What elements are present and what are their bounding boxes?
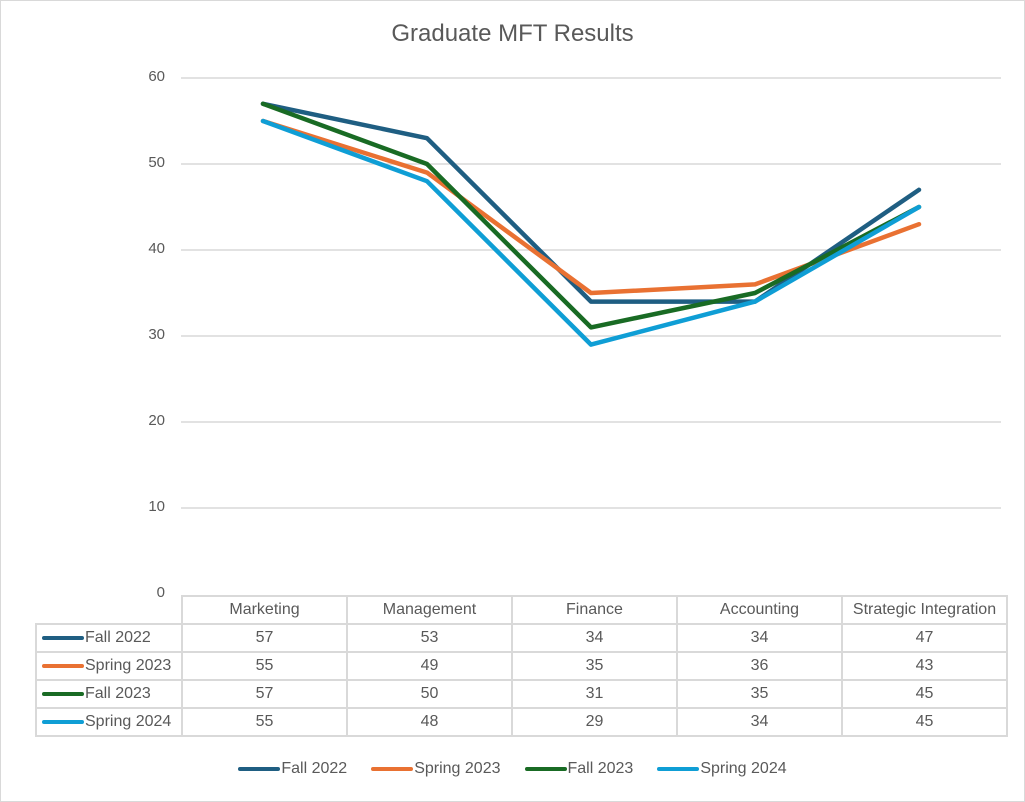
data-table: Marketing Management Finance Accounting Stra… — [35, 595, 1008, 737]
table-cell: 34 — [676, 707, 843, 737]
legend-line-icon — [524, 767, 567, 771]
table-row-header: Fall 2022 — [35, 623, 183, 653]
legend-key-icon — [42, 635, 84, 640]
table-cell: 45 — [841, 707, 1008, 737]
table-cell: 53 — [346, 623, 513, 653]
chart-title: Graduate MFT Results — [391, 20, 634, 47]
table-row: Fall 2022 57 53 34 34 47 — [35, 623, 1008, 653]
table-column-header: Marketing — [181, 595, 348, 625]
table-cell: 36 — [676, 651, 843, 681]
table-row: Spring 2024 55 48 29 34 45 — [35, 707, 1008, 737]
table-cell: 34 — [676, 623, 843, 653]
table-cell: 29 — [511, 707, 678, 737]
table-cell: 48 — [346, 707, 513, 737]
legend-label: Fall 2022 — [281, 760, 348, 777]
legend-label: Spring 2024 — [700, 760, 787, 777]
series-name: Spring 2023 — [85, 657, 172, 674]
legend-label: Spring 2023 — [414, 760, 501, 777]
legend-item: Fall 2022 — [238, 760, 347, 778]
legend-line-icon — [238, 767, 281, 771]
table-row-header: Fall 2023 — [35, 679, 183, 709]
y-tick-label: 30 — [148, 326, 165, 343]
series-line — [260, 118, 922, 347]
legend-key-icon — [42, 663, 84, 668]
y-tick-label: 10 — [148, 498, 165, 515]
legend-key-icon — [42, 691, 84, 696]
table-row: Fall 2023 57 50 31 35 45 — [35, 679, 1008, 709]
table-cell: 34 — [511, 623, 678, 653]
series-name: Spring 2024 — [85, 713, 172, 730]
table-cell: 35 — [511, 651, 678, 681]
y-tick-label: 0 — [156, 584, 165, 601]
table-cell: 50 — [346, 679, 513, 709]
table-column-header: Strategic Integration — [841, 595, 1008, 625]
legend-label: Fall 2023 — [567, 760, 634, 777]
legend-line-icon — [371, 767, 414, 771]
table-cell: 35 — [676, 679, 843, 709]
legend: Fall 2022 Spring 2023 Fall 2023 Spring 2024 — [0, 760, 1025, 778]
legend-item: Fall 2023 — [524, 760, 634, 778]
series-name: Fall 2023 — [85, 685, 151, 702]
table-cell: 47 — [841, 623, 1008, 653]
table-cell: 55 — [181, 651, 348, 681]
y-tick-label: 50 — [148, 154, 165, 171]
series-name: Fall 2022 — [85, 629, 151, 646]
legend-line-icon — [657, 767, 700, 771]
table-cell: 49 — [346, 651, 513, 681]
table-row: Spring 2023 55 49 35 36 43 — [35, 651, 1008, 681]
legend-key-icon — [42, 719, 84, 724]
series-line — [260, 101, 922, 330]
table-cell: 45 — [841, 679, 1008, 709]
table-row-header: Spring 2024 — [35, 707, 183, 737]
y-tick-label: 40 — [148, 240, 165, 257]
table-column-header: Accounting — [676, 595, 843, 625]
table-cell: 31 — [511, 679, 678, 709]
legend-item: Spring 2024 — [657, 760, 787, 778]
y-tick-label: 60 — [148, 68, 165, 85]
y-tick-label: 20 — [148, 412, 165, 429]
series-line — [260, 101, 922, 304]
table-row-header: Spring 2023 — [35, 651, 183, 681]
table-column-header: Finance — [511, 595, 678, 625]
series-line — [260, 118, 922, 296]
legend-item: Spring 2023 — [371, 760, 501, 778]
table-corner — [36, 596, 183, 625]
table-cell: 57 — [181, 679, 348, 709]
table-column-header: Management — [346, 595, 513, 625]
table-cell: 43 — [841, 651, 1008, 681]
table-cell: 57 — [181, 623, 348, 653]
table-cell: 55 — [181, 707, 348, 737]
